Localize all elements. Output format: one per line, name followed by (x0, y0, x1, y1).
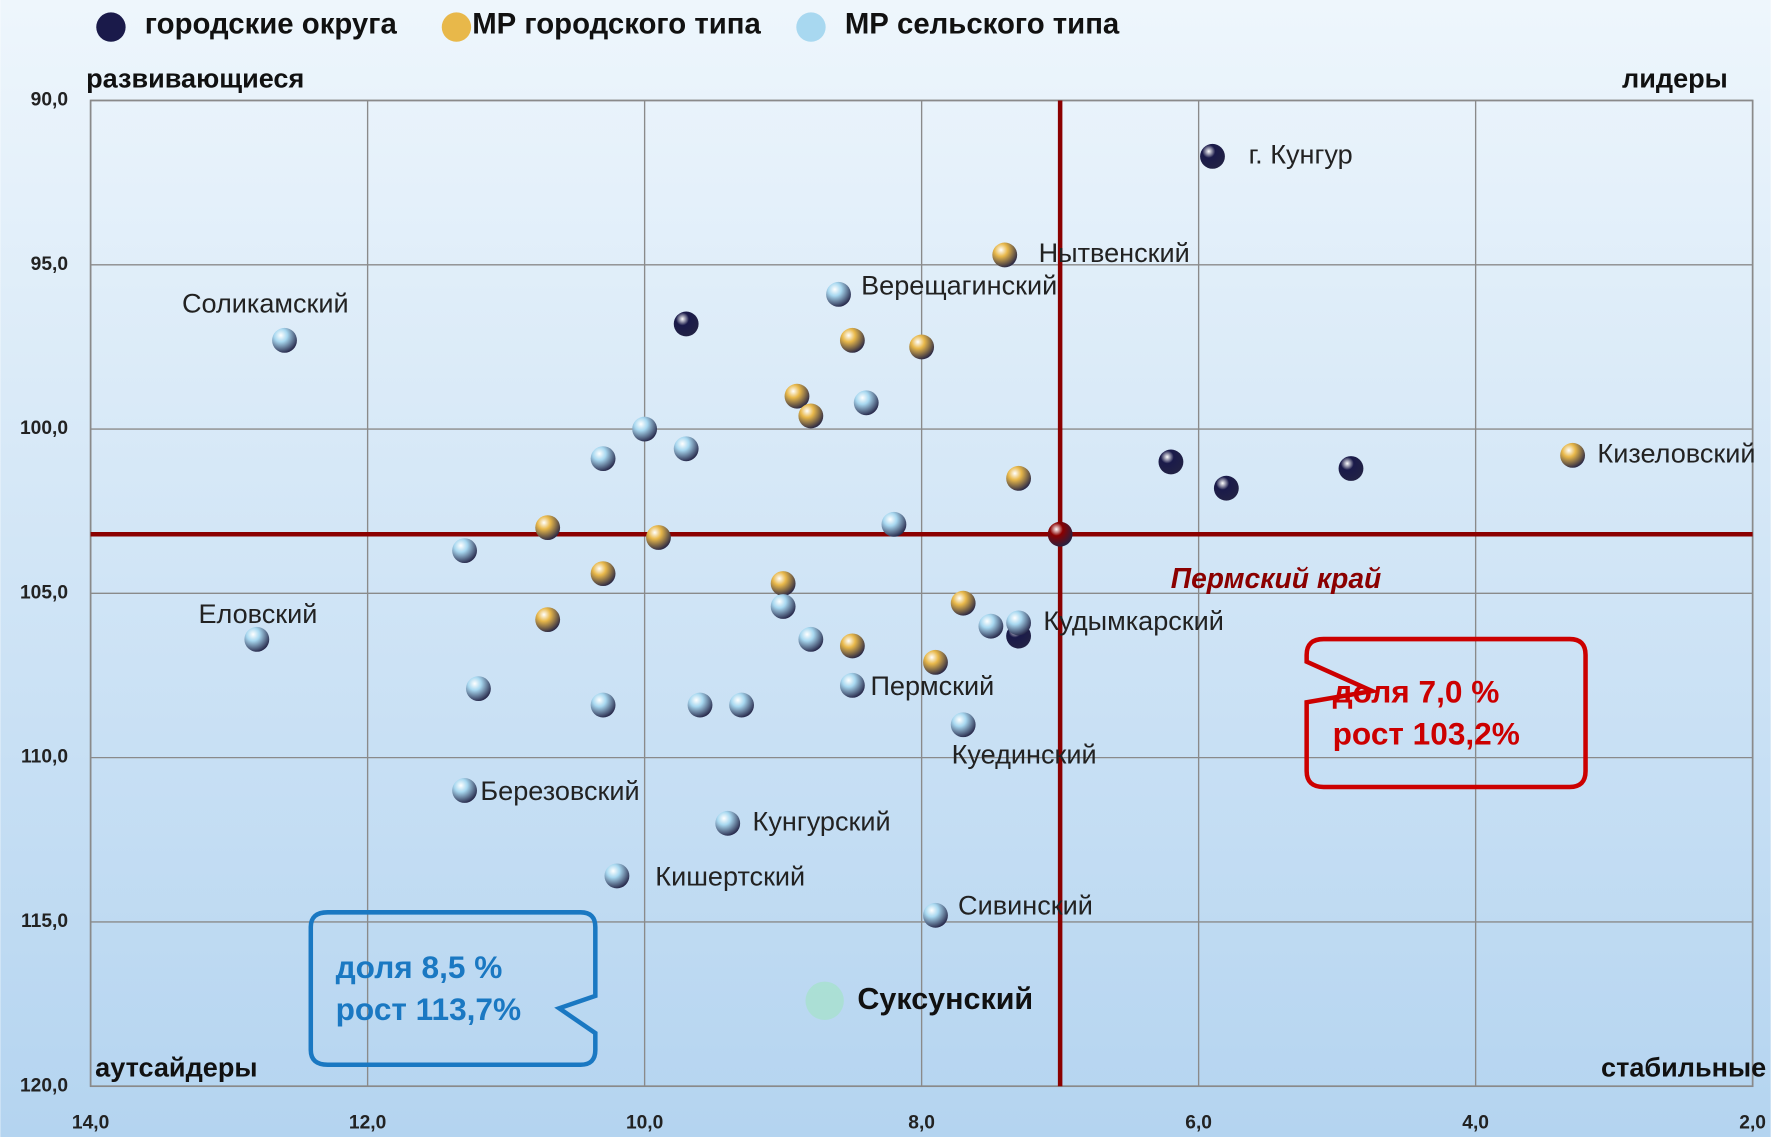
point (826, 281, 851, 307)
point (272, 327, 297, 353)
point (839, 327, 865, 353)
x-tick-label: 8,0 (908, 1113, 935, 1134)
x-tick-label: 14,0 (72, 1113, 109, 1134)
point (909, 334, 935, 360)
point (950, 590, 976, 616)
point (1338, 456, 1364, 481)
point-label: Нытвенский (1039, 237, 1190, 268)
annotation: рост 103,2% (1333, 716, 1520, 752)
point (978, 613, 1004, 639)
point-label: Еловский (198, 598, 317, 629)
point (923, 902, 948, 928)
legend-label: МР городского типа (472, 8, 761, 41)
y-tick-label: 95,0 (31, 254, 68, 275)
point-label: Сивинский (958, 890, 1093, 921)
y-tick-label: 100,0 (20, 418, 68, 439)
x-tick-label: 4,0 (1462, 1113, 1489, 1134)
point-label: Березовский (480, 775, 639, 806)
y-tick-label: 110,0 (21, 747, 68, 768)
point (1560, 442, 1586, 468)
point (590, 692, 616, 718)
point (466, 676, 491, 702)
point-label: Куединский (952, 739, 1097, 770)
annotation: доля 8,5 % (336, 949, 503, 985)
quadrant-label: стабильные (1601, 1051, 1766, 1082)
x-tick-label: 12,0 (349, 1113, 386, 1134)
point (798, 403, 824, 429)
point-label: Пермский (870, 670, 994, 701)
point (632, 416, 658, 442)
point (770, 594, 796, 619)
point-label: г. Кунгур (1249, 139, 1353, 170)
quadrant-label: развивающиеся (86, 62, 304, 93)
point (839, 672, 865, 698)
point (244, 626, 270, 652)
x-tick-label: 10,0 (626, 1113, 663, 1134)
point (1006, 610, 1032, 636)
quadrant-label: лидеры (1622, 62, 1728, 93)
point (1200, 143, 1225, 169)
point (687, 692, 713, 718)
point (535, 515, 561, 541)
callout-box (1304, 636, 1588, 790)
legend-marker (796, 12, 826, 42)
annotation: доля 7,0 % (1333, 674, 1500, 710)
callout-box (308, 910, 598, 1067)
point (535, 607, 561, 633)
point (1158, 449, 1184, 475)
point-label: Кизеловский (1597, 437, 1755, 468)
reference-label: Пермский край (1171, 562, 1382, 594)
point (839, 633, 865, 659)
point (590, 561, 616, 587)
legend-label: МР сельского типа (845, 8, 1120, 41)
point (770, 571, 796, 596)
point (673, 436, 699, 462)
point-label: Кунгурский (753, 805, 891, 836)
point (881, 511, 907, 537)
point-label: Кудымкарский (1043, 605, 1224, 636)
point (992, 242, 1018, 268)
point (604, 863, 630, 889)
y-tick-label: 120,0 (20, 1075, 68, 1096)
point-label: Кишертский (655, 860, 805, 891)
point (452, 778, 477, 803)
point-label: Соликамский (182, 287, 349, 318)
legend-marker (96, 12, 126, 42)
point (673, 311, 699, 337)
point (950, 712, 976, 738)
x-tick-label: 6,0 (1185, 1113, 1212, 1134)
point (590, 446, 616, 472)
point (715, 810, 741, 836)
x-tick-label: 2,0 (1739, 1113, 1766, 1134)
legend-label: городские округа (145, 8, 398, 41)
legend-marker (441, 12, 472, 42)
y-tick-label: 115,0 (21, 911, 68, 932)
annotation: рост 113,7% (336, 991, 522, 1027)
point (729, 692, 754, 718)
highlight-point (805, 981, 844, 1020)
point (646, 525, 671, 550)
point (1006, 465, 1032, 491)
point (923, 649, 948, 675)
reference-point (1047, 521, 1073, 547)
point-label: Верещагинский (861, 270, 1057, 301)
highlight-label: Суксунский (857, 982, 1033, 1016)
point (853, 390, 879, 416)
point (798, 626, 824, 652)
y-tick-label: 90,0 (31, 90, 68, 111)
y-tick-label: 105,0 (20, 582, 68, 603)
point (452, 538, 477, 564)
point (1213, 475, 1239, 501)
point (784, 383, 810, 409)
quadrant-label: аутсайдеры (95, 1051, 257, 1082)
